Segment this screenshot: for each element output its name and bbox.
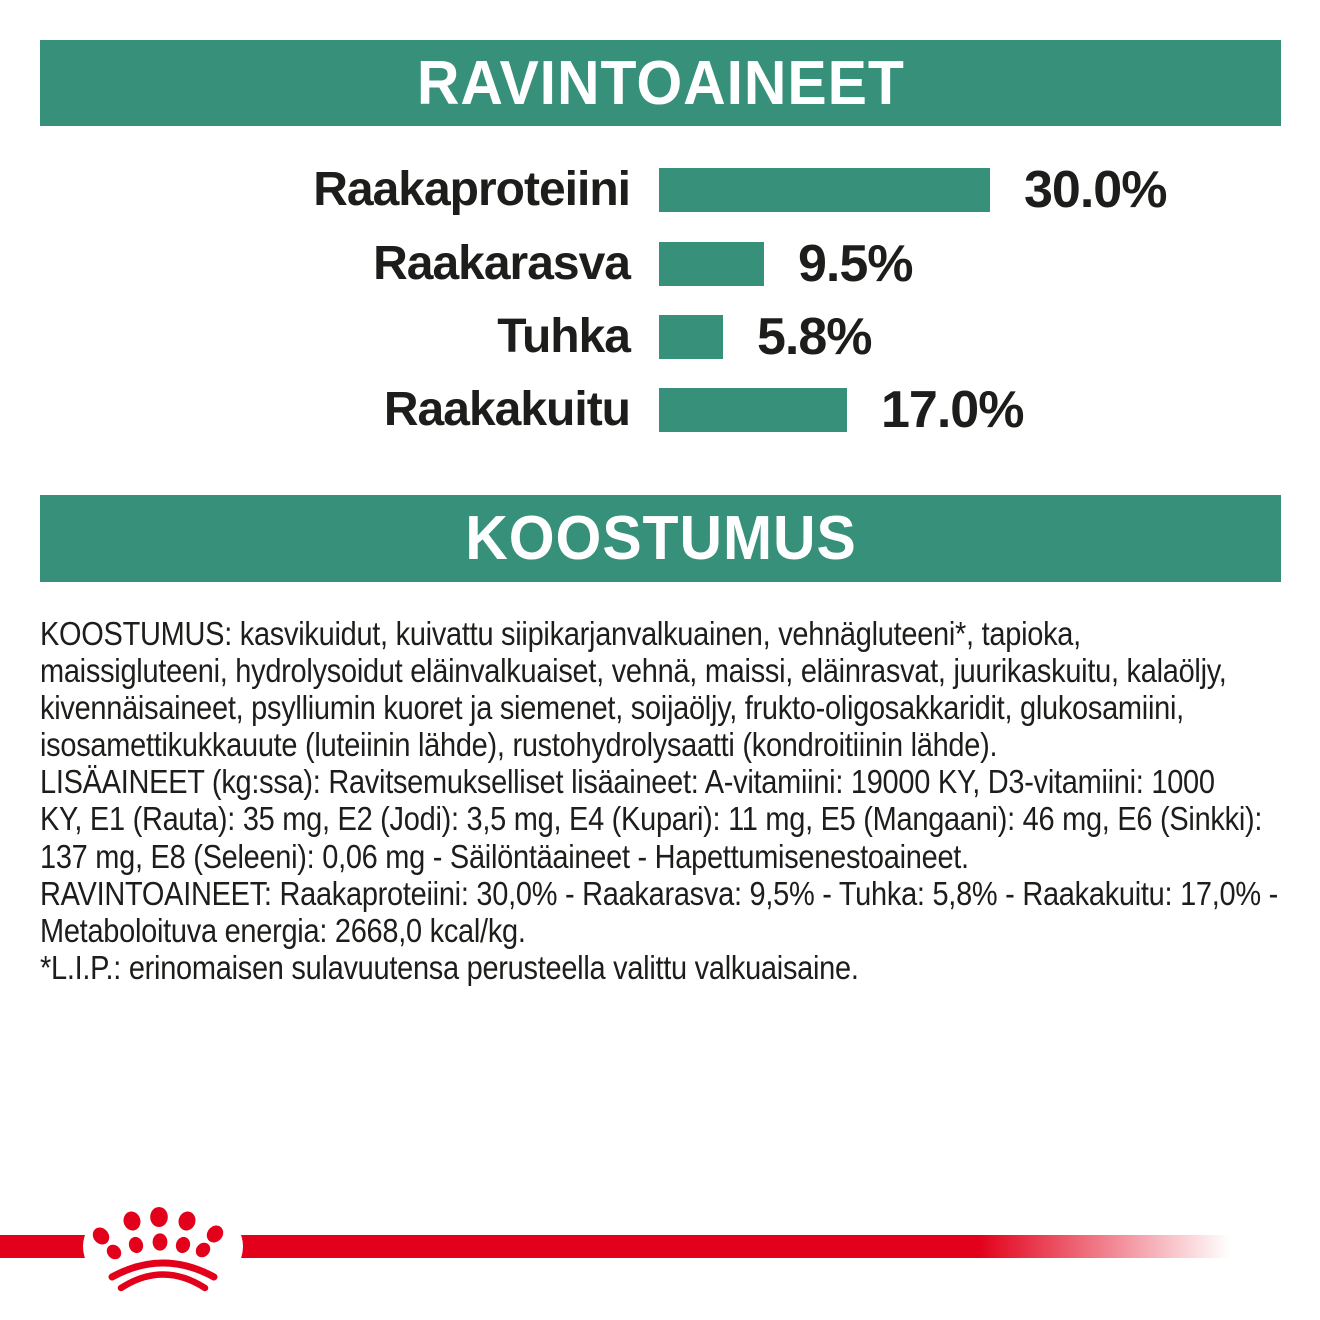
chart-row-tuhka: Tuhka 5.8% xyxy=(0,308,1320,366)
additives-line: 137 mg, E8 (Seleeni): 0,06 mg - Säilöntä… xyxy=(40,837,969,875)
composition-header-title: KOOSTUMUS xyxy=(464,504,857,573)
nutrients-bar-chart: Raakaproteiini 30.0% Raakarasva 9.5% Tuh… xyxy=(0,0,1320,470)
nutrients-header-band: RAVINTOAINEET xyxy=(40,40,1281,126)
composition-header-band: KOOSTUMUS xyxy=(40,495,1281,582)
chart-row-raakakuitu: Raakakuitu 17.0% xyxy=(0,381,1320,439)
additives-line: LISÄAINEET (kg:ssa): Ravitsemukselliset … xyxy=(40,763,1215,801)
chart-row-raakaproteiini: Raakaproteiini 30.0% xyxy=(0,161,1320,219)
bar-value: 17.0% xyxy=(881,381,1024,439)
bar-value: 9.5% xyxy=(798,235,914,293)
royal-canin-crown-icon xyxy=(92,1207,224,1292)
composition-line: maissigluteeni, hydrolysoidut eläinvalku… xyxy=(40,652,1227,690)
nutrients-line: RAVINTOAINEET: Raakaproteiini: 30,0% - R… xyxy=(40,874,1278,912)
composition-line: isosamettikukkauute (luteiinin lähde), r… xyxy=(40,726,998,764)
bar-value: 5.8% xyxy=(757,308,873,366)
nutrients-header-title: RAVINTOAINEET xyxy=(416,48,905,118)
additives-line: KY, E1 (Rauta): 35 mg, E2 (Jodi): 3,5 mg… xyxy=(40,800,1263,838)
composition-text-block: KOOSTUMUS: kasvikuidut, kuivattu siipika… xyxy=(40,615,1280,986)
chart-row-raakarasva: Raakarasva 9.5% xyxy=(0,235,1320,293)
bar-raakarasva xyxy=(659,242,764,286)
bar-value: 30.0% xyxy=(1024,161,1167,219)
bar-tuhka xyxy=(659,315,723,359)
bar-label: Raakakuitu xyxy=(383,383,631,436)
nutrients-line: Metaboloituva energia: 2668,0 kcal/kg. xyxy=(40,911,526,949)
bar-raakakuitu xyxy=(659,388,847,432)
bar-raakaproteiini xyxy=(659,168,990,212)
footer-red-stripe xyxy=(0,1235,1232,1258)
composition-line: kivennäisaineet, psylliumin kuoret ja si… xyxy=(40,689,1184,727)
bar-label: Raakaproteiini xyxy=(313,163,631,216)
bar-label: Raakarasva xyxy=(373,237,631,290)
composition-line: KOOSTUMUS: kasvikuidut, kuivattu siipika… xyxy=(40,615,1081,652)
lip-footnote-line: *L.I.P.: erinomaisen sulavuutensa perust… xyxy=(40,948,859,986)
bar-label: Tuhka xyxy=(497,310,631,363)
